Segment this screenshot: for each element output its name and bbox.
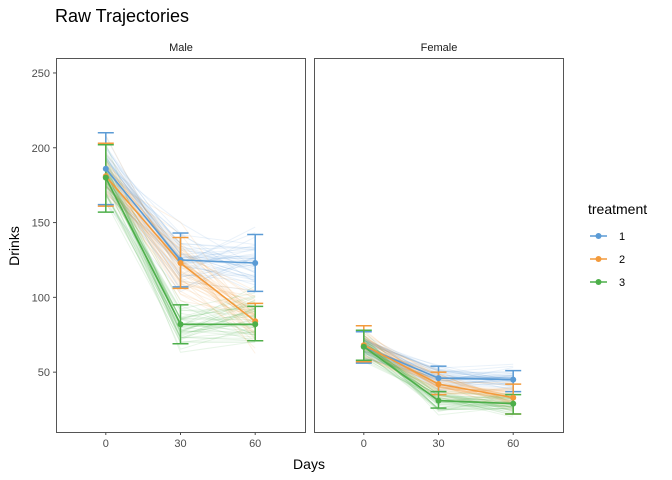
x-tick-label: 0: [361, 438, 367, 450]
panel-female: [314, 58, 564, 433]
legend: treatment 1 2 3: [588, 201, 647, 289]
y-axis: 50 100 150 200 250: [32, 68, 56, 379]
legend-key-point-3: [595, 279, 602, 285]
x-axis-label: Days: [293, 456, 325, 472]
individual-trajectory-line: [363, 339, 514, 411]
y-tick-label: 250: [32, 68, 50, 80]
data-point-treatment-1: [435, 375, 442, 382]
data-point-treatment-1: [510, 376, 517, 383]
legend-title: treatment: [588, 201, 647, 217]
data-point-treatment-3: [360, 343, 367, 350]
data-point-treatment-1: [252, 259, 259, 266]
individual-trajectory-line: [105, 165, 256, 332]
y-tick-label: 100: [32, 292, 50, 304]
data-point-treatment-2: [510, 394, 517, 401]
data-point-treatment-2: [435, 381, 442, 388]
individual-trajectory-line: [363, 334, 514, 416]
x-tick-label: 60: [507, 438, 519, 450]
individual-trajectory-line: [105, 182, 256, 350]
y-tick-label: 150: [32, 218, 50, 230]
panel-strip-label-male: Male: [169, 42, 193, 54]
legend-key-point-2: [595, 256, 602, 262]
legend-label-2: 2: [619, 254, 625, 266]
mean-trajectories-male: [97, 132, 264, 345]
individual-trajectory-line: [363, 351, 514, 411]
data-point-treatment-2: [177, 259, 184, 266]
data-point-treatment-1: [102, 165, 109, 172]
x-tick-label: 60: [249, 438, 261, 450]
x-axis: 0 30 60 0 30 60: [103, 432, 519, 450]
x-tick-label: 0: [103, 438, 109, 450]
legend-label-3: 3: [619, 277, 625, 289]
legend-label-1: 1: [619, 231, 625, 243]
data-point-treatment-3: [177, 321, 184, 328]
individual-trajectory-line: [363, 338, 514, 410]
x-tick-label: 30: [432, 438, 444, 450]
individual-trajectory-line: [105, 165, 256, 268]
individual-trajectory-line: [105, 175, 256, 315]
data-point-treatment-3: [435, 397, 442, 404]
chart-title: Raw Trajectories: [55, 6, 189, 26]
x-tick-label: 30: [174, 438, 186, 450]
data-point-treatment-3: [510, 400, 517, 407]
panel-strip-label-female: Female: [421, 42, 458, 54]
individual-trajectory-line: [105, 168, 256, 353]
y-tick-label: 50: [38, 367, 50, 379]
individual-trajectory-line: [105, 170, 256, 334]
y-axis-label: Drinks: [6, 226, 22, 266]
individual-trajectory-line: [105, 179, 256, 325]
panel-male: [56, 58, 306, 433]
legend-items: 1 2 3: [590, 231, 625, 289]
data-point-treatment-3: [252, 321, 259, 328]
individual-trajectory-line: [363, 336, 514, 411]
legend-key-point-1: [595, 233, 602, 239]
individual-trajectory-line: [105, 203, 256, 293]
mean-trajectories-female: [355, 325, 522, 415]
individual-trajectory-line: [105, 180, 256, 324]
individual-trajectory-line: [363, 344, 514, 382]
y-tick-label: 200: [32, 143, 50, 155]
data-point-treatment-3: [102, 174, 109, 181]
